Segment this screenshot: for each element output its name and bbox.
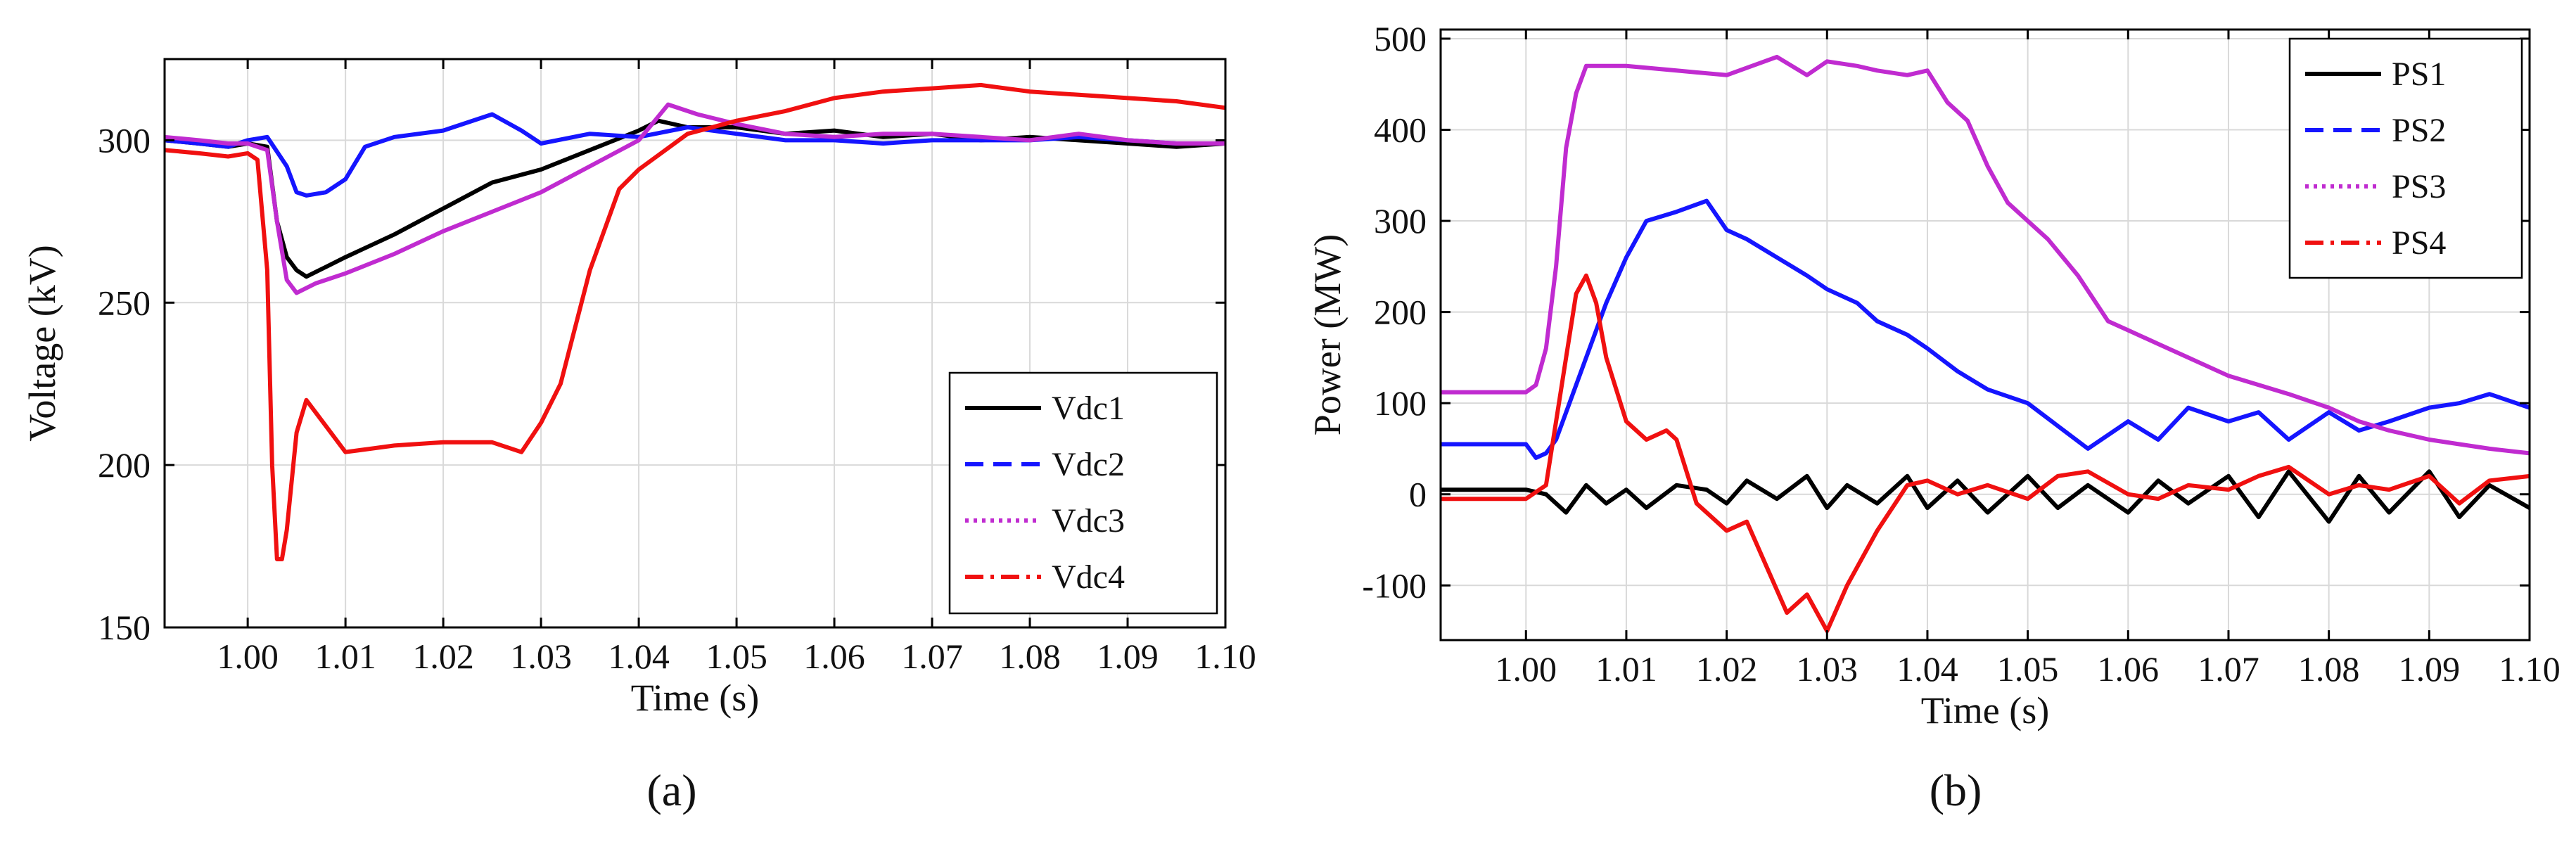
- x-tick-label: 1.06: [2098, 649, 2160, 689]
- x-axis-label: Time (s): [631, 677, 760, 719]
- series-line-ps3: [1441, 54, 2530, 456]
- y-tick-label: 250: [98, 283, 151, 322]
- x-tick-label: 1.01: [1595, 649, 1657, 689]
- panel-label: (b): [1930, 765, 1982, 815]
- y-tick-label: 200: [1374, 293, 1427, 332]
- legend-label-ps2: PS2: [2392, 112, 2446, 149]
- legend-label-vdc2: Vdc2: [1052, 446, 1125, 483]
- x-tick-label: 1.01: [314, 637, 376, 676]
- series-line-ps2: [1441, 198, 2530, 460]
- legend-label-vdc4: Vdc4: [1052, 558, 1125, 596]
- x-tick-label: 1.10: [2499, 649, 2561, 689]
- legend-box: [948, 371, 1218, 615]
- x-tick-label: 1.04: [608, 637, 670, 676]
- y-tick-label: 300: [98, 120, 151, 160]
- y-axis-label: Voltage (kV): [21, 245, 63, 441]
- x-tick-label: 1.10: [1194, 637, 1256, 676]
- x-tick-label: 1.04: [1896, 649, 1958, 689]
- y-axis-label: Power (MW): [1306, 234, 1348, 435]
- x-tick-label: 1.05: [1997, 649, 2059, 689]
- y-tick-label: 0: [1409, 475, 1427, 514]
- x-tick-label: 1.08: [2298, 649, 2360, 689]
- series-line-vdc3: [165, 102, 1225, 295]
- series-line-vdc4: [165, 82, 1225, 561]
- series-line-ps4: [1441, 273, 2530, 633]
- legend-label-ps3: PS3: [2392, 168, 2446, 205]
- x-tick-label: 1.02: [1696, 649, 1758, 689]
- chart-panel-b: 1.00 1.01 1.02 1.03 1.04 1.05 1.06 1.07 1.08 1.09…: [1306, 19, 2561, 815]
- legend-label-ps1: PS1: [2392, 56, 2446, 93]
- panel-label: (a): [646, 765, 696, 815]
- y-tick-label: 150: [98, 608, 151, 647]
- x-tick-label: 1.06: [803, 637, 865, 676]
- legend: PS1 PS2 PS3 PS4: [2288, 37, 2523, 279]
- series-group: [165, 82, 1225, 561]
- x-tick-label: 1.07: [2198, 649, 2259, 689]
- legend: Vdc1 Vdc2 Vdc3 Vdc4: [948, 371, 1218, 615]
- x-tick-label: 1.05: [706, 637, 767, 676]
- axes-frame: [163, 58, 1227, 629]
- x-tick-label: 1.09: [2399, 649, 2461, 689]
- x-tick-label: 1.00: [217, 637, 279, 676]
- series-line-ps1: [1441, 469, 2530, 524]
- x-tick-label: 1.03: [1797, 649, 1858, 689]
- legend-label-ps4: PS4: [2392, 224, 2446, 262]
- x-tick-label: 1.02: [412, 637, 474, 676]
- x-tick-label: 1.03: [510, 637, 572, 676]
- x-tick-label: 1.07: [901, 637, 963, 676]
- legend-label-vdc1: Vdc1: [1052, 390, 1125, 427]
- y-tick-label: -100: [1362, 566, 1427, 605]
- chart-panel-a: 1.00 1.01 1.02 1.03 1.04 1.05 1.06 1.07 1.08 1.09…: [21, 58, 1256, 815]
- x-tick-label: 1.09: [1097, 637, 1159, 676]
- x-axis-label: Time (s): [1921, 689, 2050, 732]
- y-tick-label: 500: [1374, 19, 1427, 58]
- y-tick-label: 100: [1374, 383, 1427, 423]
- series-group: [1441, 54, 2530, 633]
- x-tick-label: 1.00: [1496, 649, 1557, 689]
- y-tick-label: 400: [1374, 110, 1427, 150]
- x-tick-label: 1.08: [999, 637, 1061, 676]
- axes-frame: [1439, 28, 2531, 641]
- y-tick-label: 200: [98, 445, 151, 485]
- y-tick-label: 300: [1374, 201, 1427, 241]
- legend-label-vdc3: Vdc3: [1052, 502, 1125, 540]
- series-line-vdc2: [165, 112, 1225, 198]
- legend-box: [2288, 37, 2523, 279]
